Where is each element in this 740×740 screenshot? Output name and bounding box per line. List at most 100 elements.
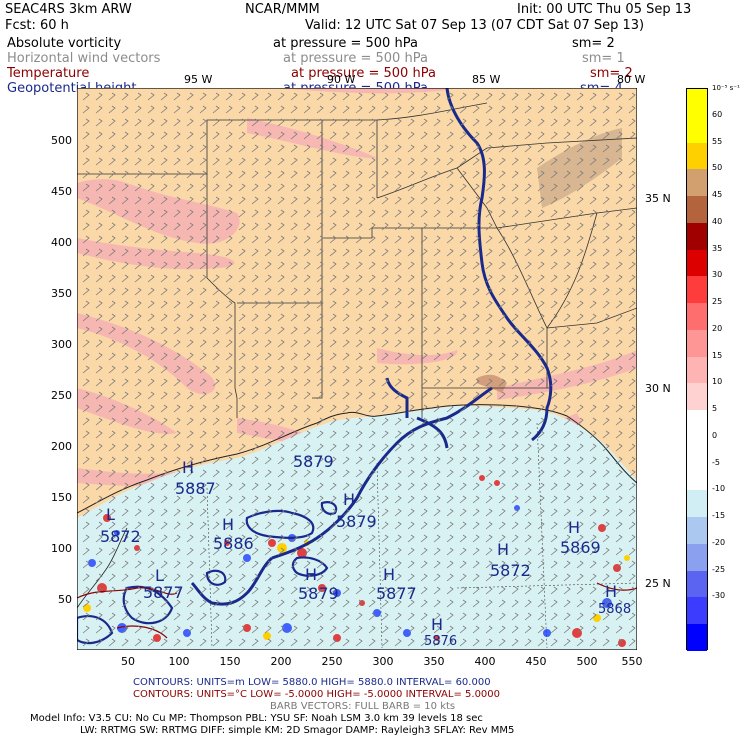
wind-barb: [238, 274, 246, 283]
wind-barb: [277, 326, 285, 335]
wind-barb: [485, 339, 493, 348]
wind-barb: [524, 378, 532, 387]
wind-barb: [628, 547, 636, 556]
wind-barb: [329, 365, 337, 374]
wind-barb: [277, 157, 285, 166]
wind-barb: [368, 170, 376, 179]
wind-barb: [290, 612, 298, 621]
wind-barb: [147, 625, 155, 634]
wind-barb: [537, 105, 545, 114]
wind-barb: [134, 313, 142, 322]
wind-barb: [472, 547, 480, 556]
wind-barb: [238, 547, 246, 556]
wind-barb: [303, 92, 311, 101]
wind-barb: [615, 222, 623, 231]
wind-barb: [316, 599, 324, 608]
forecast-hour: Fcst: 60 h: [5, 18, 69, 33]
wind-barb: [303, 235, 311, 244]
wind-barb: [173, 599, 181, 608]
wind-barb: [485, 456, 493, 465]
wind-barb: [420, 196, 428, 205]
wind-barb: [433, 521, 441, 530]
wind-barb: [381, 248, 389, 257]
wind-barb: [147, 118, 155, 127]
wind-barb: [95, 508, 103, 517]
wind-barb: [511, 352, 519, 361]
wind-barb: [576, 599, 584, 608]
wind-barb: [576, 170, 584, 179]
wind-barb: [303, 248, 311, 257]
wind-barb: [355, 300, 363, 309]
wind-barb: [589, 144, 597, 153]
wind-barb: [186, 378, 194, 387]
wind-barb: [290, 482, 298, 491]
wind-barb: [342, 495, 350, 504]
wind-barb: [537, 170, 545, 179]
wind-barb: [95, 261, 103, 270]
wind-barb: [511, 443, 519, 452]
wind-barb: [394, 144, 402, 153]
wind-barb: [589, 209, 597, 218]
wind-barb: [576, 352, 584, 361]
wind-barb: [368, 469, 376, 478]
wind-barb: [290, 378, 298, 387]
wind-barb: [459, 157, 467, 166]
wind-barb: [602, 391, 610, 400]
wind-barb: [433, 573, 441, 582]
wind-barb: [121, 495, 129, 504]
wind-barb: [602, 625, 610, 634]
wind-barb: [589, 118, 597, 127]
wind-barb: [498, 92, 506, 101]
wind-barb: [381, 560, 389, 569]
wind-barb: [173, 222, 181, 231]
wind-barb: [628, 183, 636, 192]
wind-barb: [407, 326, 415, 335]
y-tick-label: 150: [51, 491, 72, 504]
wind-barb: [394, 391, 402, 400]
height-value-label: 5877: [376, 584, 417, 603]
wind-barb: [394, 131, 402, 140]
wind-barb: [537, 235, 545, 244]
wind-barb: [277, 612, 285, 621]
wind-barb: [238, 495, 246, 504]
wind-barb: [316, 638, 324, 647]
wind-barb: [537, 365, 545, 374]
wind-barb: [472, 300, 480, 309]
wind-barb: [550, 404, 558, 413]
wind-barb: [394, 612, 402, 621]
wind-barb: [82, 638, 90, 647]
wind-barb: [95, 248, 103, 257]
wind-barb: [602, 586, 610, 595]
colorbar-swatch: [687, 410, 707, 437]
wind-barb: [589, 274, 597, 283]
wind-barb: [524, 365, 532, 374]
wind-barb: [511, 170, 519, 179]
wind-barb: [121, 612, 129, 621]
wind-barb: [316, 586, 324, 595]
x-tick-label: 350: [423, 655, 445, 668]
wind-barb: [498, 300, 506, 309]
wind-barb: [342, 339, 350, 348]
wind-barb: [303, 586, 311, 595]
wind-barb: [277, 378, 285, 387]
wind-barb: [173, 612, 181, 621]
wind-barb: [199, 131, 207, 140]
wind-barb: [95, 469, 103, 478]
wind-barb: [511, 235, 519, 244]
wind-barb: [498, 404, 506, 413]
wind-barb: [212, 131, 220, 140]
wind-barb: [394, 170, 402, 179]
wind-barb: [446, 261, 454, 270]
wind-barb: [134, 118, 142, 127]
wind-barb: [576, 560, 584, 569]
wind-barb: [108, 521, 116, 530]
wind-barb: [407, 599, 415, 608]
wind-barb: [563, 482, 571, 491]
wind-barb: [316, 547, 324, 556]
wind-barb: [563, 534, 571, 543]
wind-barb: [368, 482, 376, 491]
wind-barb: [108, 534, 116, 543]
wind-barb: [433, 365, 441, 374]
wind-barb: [82, 157, 90, 166]
wind-barb: [186, 235, 194, 244]
